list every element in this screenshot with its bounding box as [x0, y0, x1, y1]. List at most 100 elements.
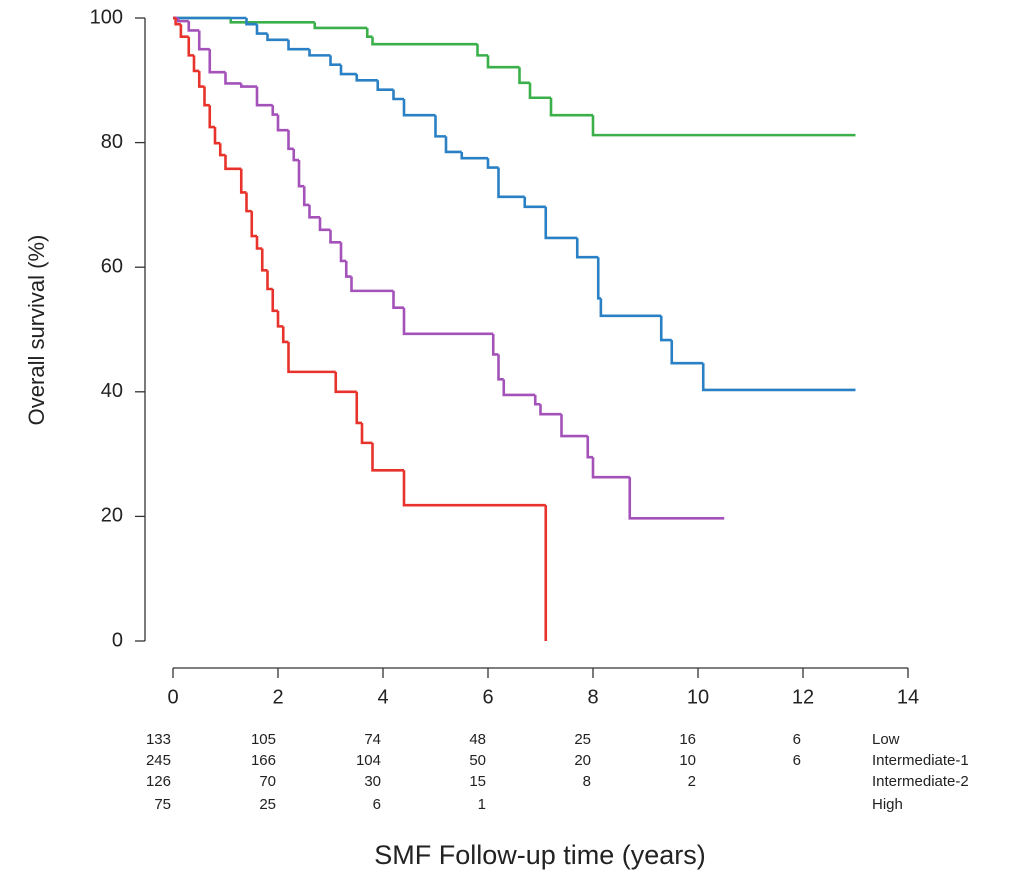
y-axis-title: Overall survival (%)	[24, 235, 49, 426]
survival-step	[276, 114, 289, 132]
survival-step	[670, 340, 704, 365]
survival-step	[203, 86, 210, 107]
at-risk-label: High	[872, 796, 903, 813]
survival-step	[329, 55, 341, 67]
survival-step	[239, 168, 247, 194]
at-risk-count: 20	[574, 752, 591, 769]
x-tick-label: 14	[897, 686, 919, 708]
survival-step	[402, 307, 494, 336]
survival-step	[313, 22, 368, 30]
survival-step	[179, 24, 189, 38]
survival-step	[187, 21, 200, 32]
survival-step	[287, 39, 310, 51]
survival-step	[544, 206, 578, 240]
y-tick-label: 0	[112, 629, 123, 651]
survival-step	[339, 242, 347, 263]
survival-step	[491, 333, 499, 356]
survival-step	[486, 55, 520, 69]
survival-step	[502, 379, 536, 397]
survival-step	[350, 276, 394, 293]
at-risk-count: 16	[679, 731, 696, 748]
at-risk-count: 74	[364, 731, 381, 748]
at-risk-count: 30	[364, 773, 381, 790]
at-risk-count: 105	[251, 731, 276, 748]
y-tick-label: 40	[101, 380, 123, 402]
x-tick-label: 12	[792, 686, 814, 708]
survival-step	[560, 414, 588, 438]
survival-step	[628, 477, 725, 520]
survival-step	[701, 363, 856, 392]
at-risk-count: 104	[356, 752, 381, 769]
survival-step	[591, 115, 856, 137]
x-tick-label: 8	[587, 686, 598, 708]
survival-step	[371, 442, 404, 472]
survival-step	[539, 404, 562, 416]
survival-step	[276, 310, 284, 328]
survival-step	[224, 155, 242, 171]
survival-step	[586, 436, 593, 459]
survival-step	[308, 49, 331, 57]
survival-step	[392, 89, 404, 101]
y-tick-label: 60	[101, 255, 123, 277]
survival-step	[266, 33, 289, 42]
survival-step	[596, 257, 601, 300]
survival-step	[213, 127, 221, 145]
survival-step	[318, 217, 331, 232]
survival-step	[271, 289, 278, 313]
at-risk-label: Intermediate-1	[872, 752, 969, 769]
survival-step	[434, 115, 446, 138]
survival-step	[476, 44, 488, 57]
at-risk-count: 48	[469, 731, 486, 748]
at-risk-count: 245	[146, 752, 171, 769]
at-risk-count: 25	[574, 731, 591, 748]
survival-step	[197, 30, 210, 51]
survival-step	[376, 80, 394, 91]
survival-step	[197, 70, 205, 88]
survival-step	[444, 136, 462, 154]
at-risk-count: 75	[154, 796, 171, 813]
at-risk-count: 70	[259, 773, 276, 790]
y-tick-label: 80	[101, 131, 123, 153]
x-tick-label: 0	[167, 686, 178, 708]
survival-step	[192, 55, 200, 73]
at-risk-count: 6	[373, 796, 381, 813]
x-tick-label: 2	[272, 686, 283, 708]
survival-step	[271, 105, 278, 116]
survival-step	[659, 315, 672, 342]
survival-step	[287, 130, 294, 151]
at-risk-label: Low	[872, 731, 900, 748]
survival-step	[302, 186, 310, 207]
survival-step	[308, 204, 320, 219]
at-risk-count: 2	[688, 773, 696, 790]
x-tick-label: 4	[377, 686, 388, 708]
x-tick-label: 6	[482, 686, 493, 708]
at-risk-label: Intermediate-2	[872, 773, 969, 790]
at-risk-count: 15	[469, 773, 486, 790]
survival-step	[245, 18, 257, 26]
survival-step	[402, 470, 546, 507]
survival-step	[497, 354, 504, 381]
survival-step	[292, 148, 299, 162]
survival-step	[355, 74, 378, 82]
survival-step	[528, 82, 551, 100]
survival-step	[260, 248, 268, 272]
survival-step	[360, 422, 373, 445]
survival-step	[533, 394, 541, 406]
survival-step	[266, 270, 273, 291]
at-risk-count: 10	[679, 752, 696, 769]
at-risk-count: 6	[793, 731, 801, 748]
survival-step	[281, 326, 289, 344]
survival-step	[549, 97, 593, 117]
x-tick-label: 10	[687, 686, 709, 708]
at-risk-count: 25	[259, 796, 276, 813]
at-risk-count: 1	[478, 796, 486, 813]
survival-step	[229, 18, 315, 24]
survival-step	[329, 229, 341, 244]
at-risk-count: 6	[793, 752, 801, 769]
at-risk-count: 166	[251, 752, 276, 769]
survival-step	[523, 196, 546, 209]
survival-step	[392, 290, 404, 309]
at-risk-count: 133	[146, 731, 171, 748]
survival-step	[176, 18, 189, 23]
